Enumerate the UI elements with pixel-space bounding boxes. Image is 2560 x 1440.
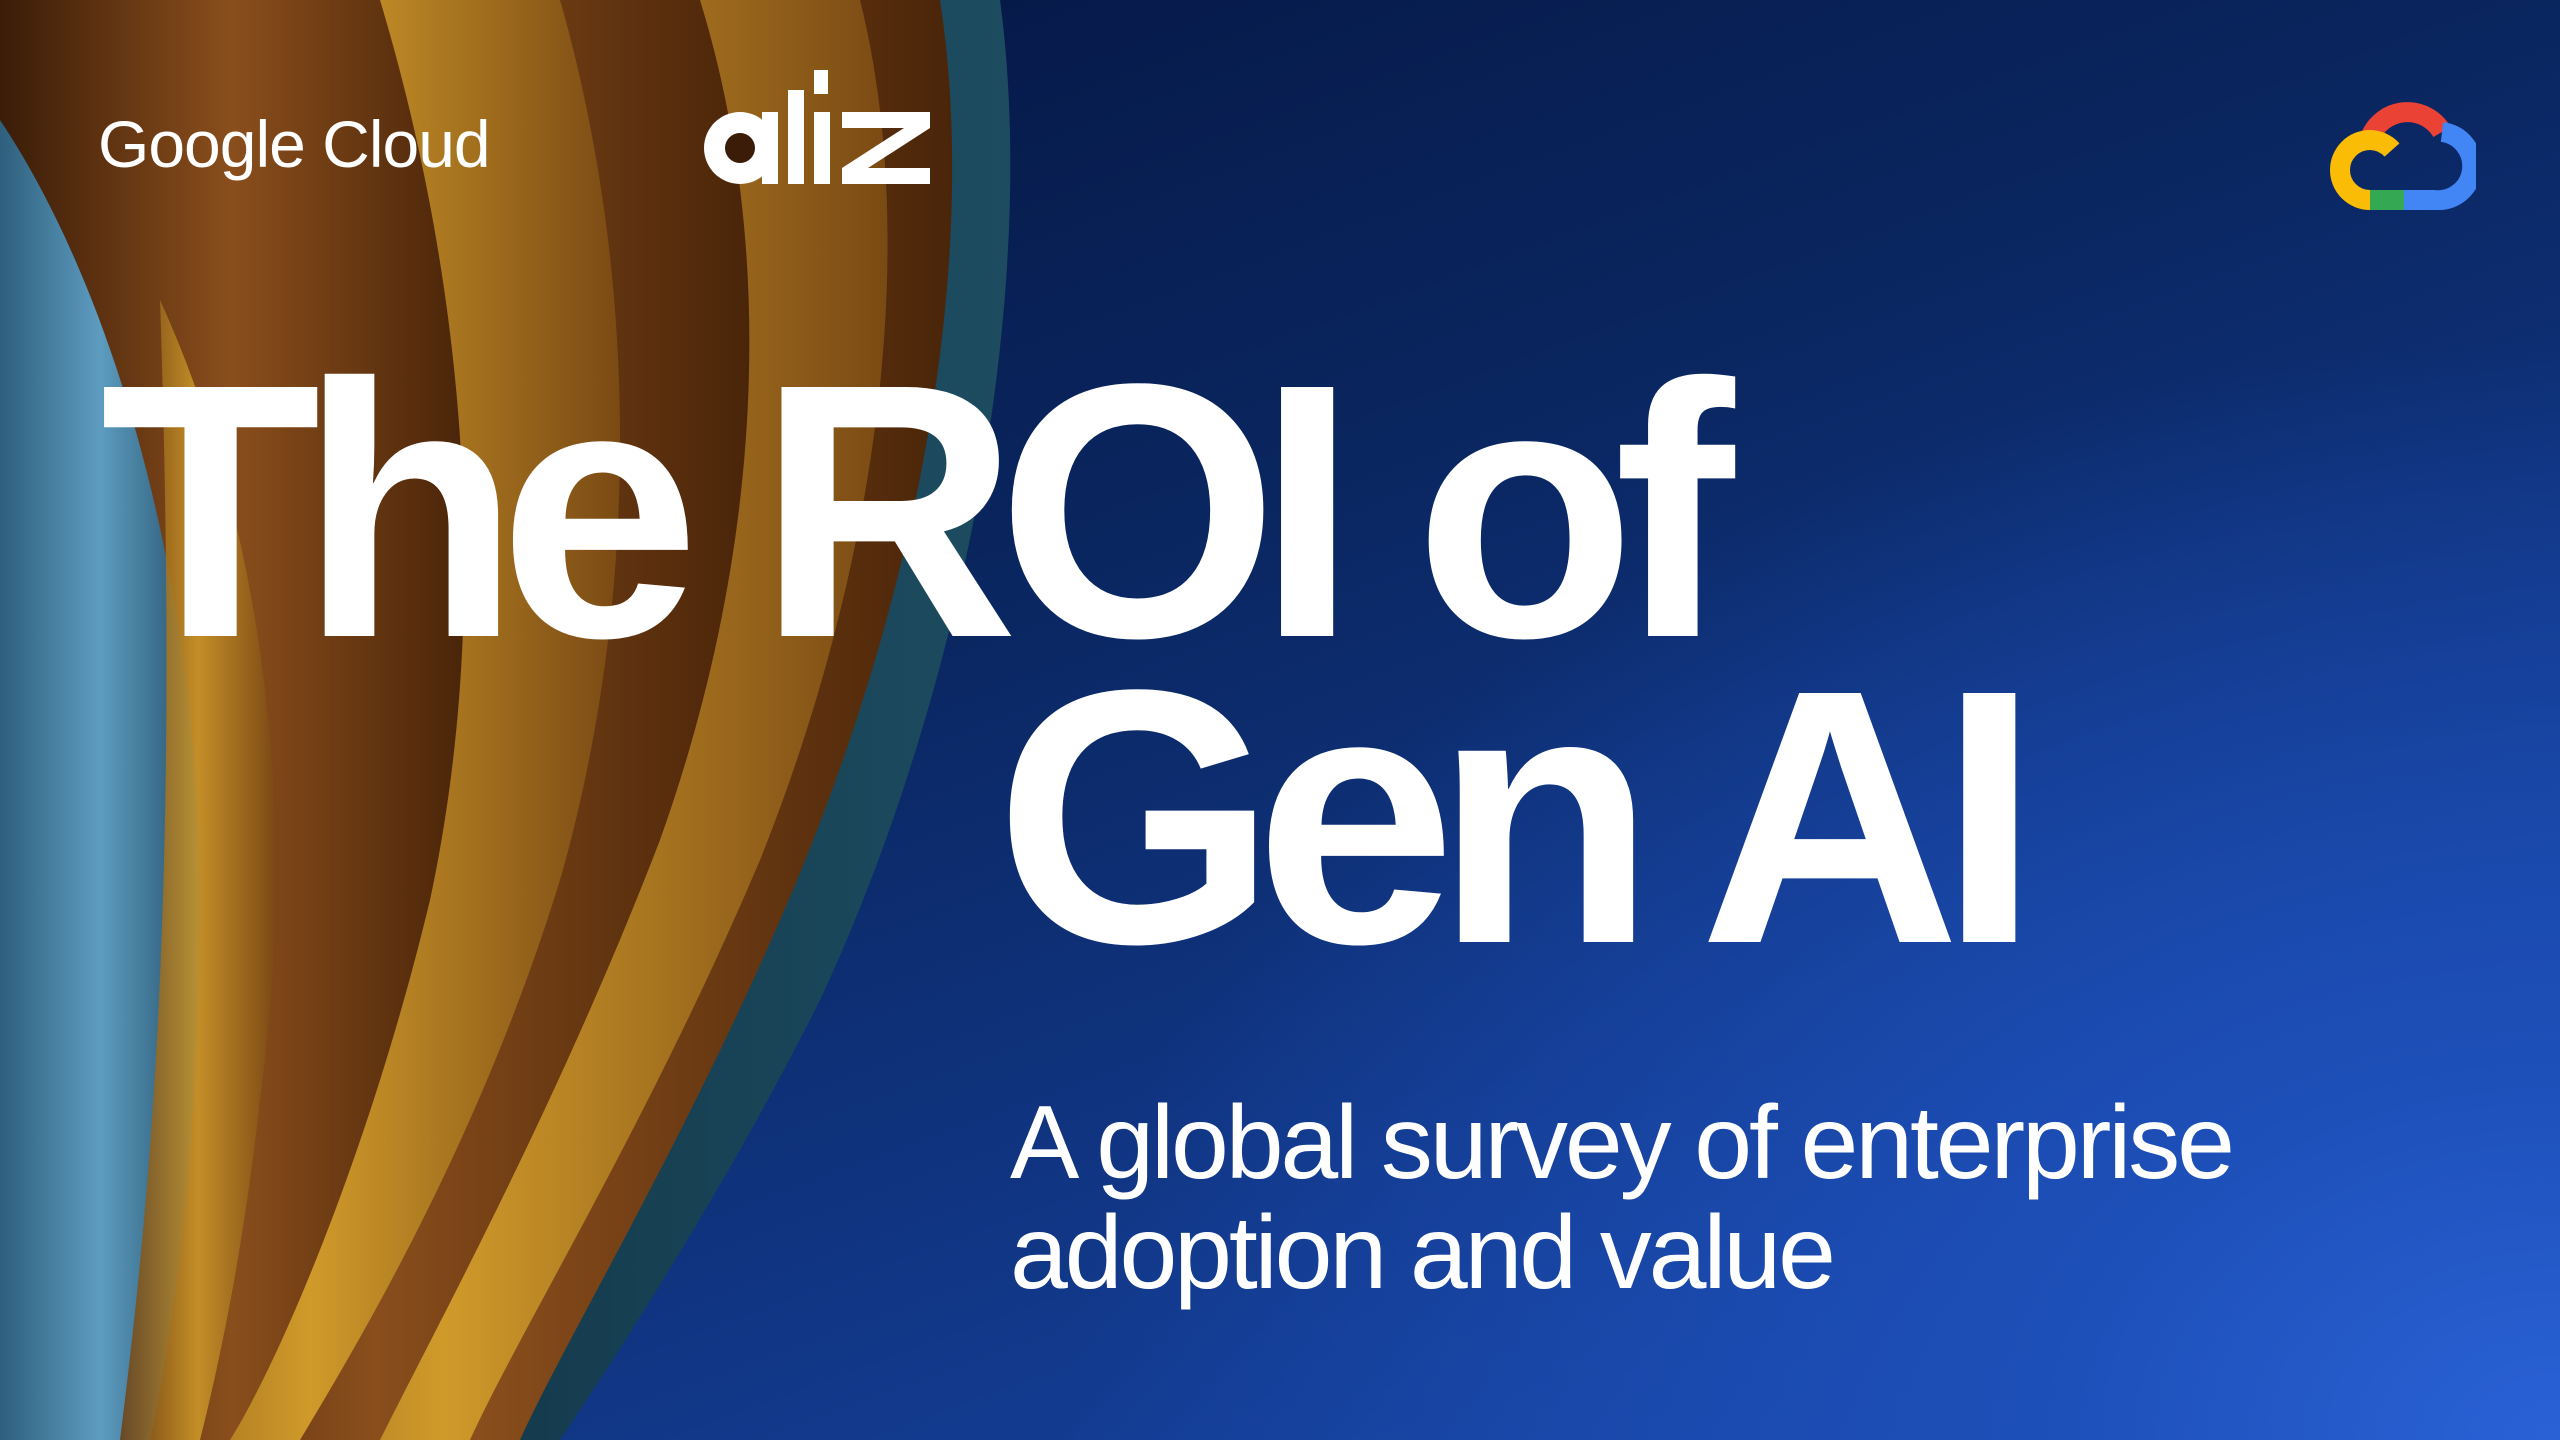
subtitle-line-1: A global survey of enterprise	[1010, 1085, 2235, 1201]
aliz-logo	[704, 70, 930, 184]
subtitle: A global survey of enterprise adoption a…	[1010, 1085, 2235, 1311]
subtitle-line-2: adoption and value	[1010, 1195, 1836, 1311]
google-cloud-logo-text: Google Cloud	[98, 107, 491, 181]
google-cloud-icon	[2330, 102, 2476, 210]
title-line-1: The ROI of	[100, 308, 1734, 713]
fabric-artwork	[0, 0, 1011, 1440]
title-line-2: Gen AI	[995, 614, 2040, 1019]
